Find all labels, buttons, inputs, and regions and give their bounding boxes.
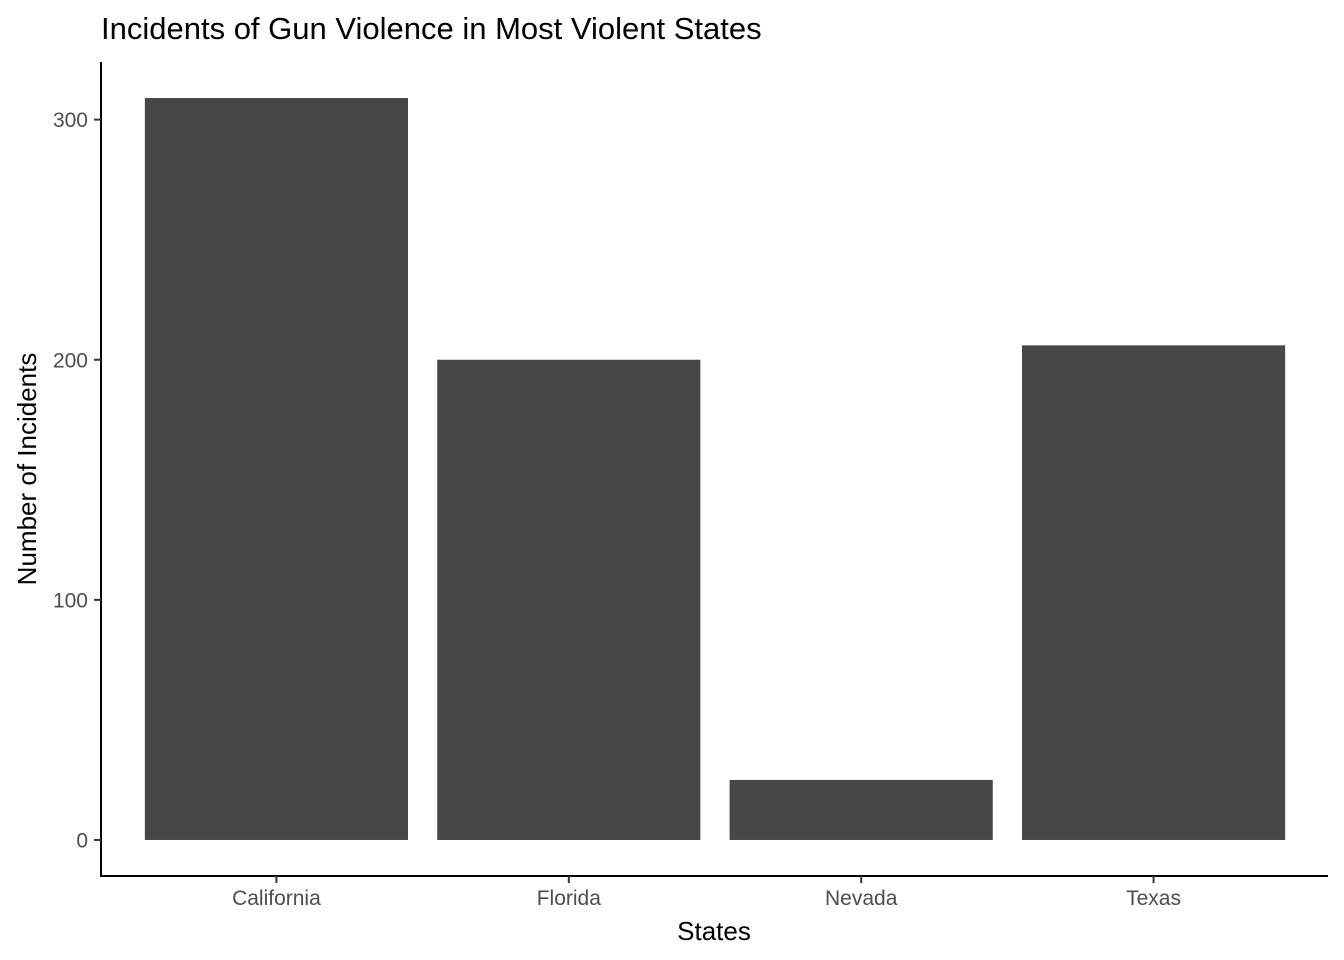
bar-california xyxy=(144,98,409,840)
y-tick-label: 100 xyxy=(53,589,88,612)
x-axis-title: States xyxy=(677,916,751,946)
y-tick-label: 300 xyxy=(53,109,88,132)
bar-florida xyxy=(437,359,701,840)
bars-group xyxy=(144,98,1286,840)
x-tick-label: Nevada xyxy=(825,887,898,910)
x-axis-ticks: California Florida Nevada Texas xyxy=(232,876,1181,910)
y-axis-title: Number of Incidents xyxy=(12,353,42,586)
x-tick-label: California xyxy=(232,887,321,910)
x-tick-label: Texas xyxy=(1126,887,1181,910)
y-tick-label: 0 xyxy=(76,829,88,852)
y-axis-ticks: 0 100 200 300 xyxy=(53,109,101,852)
x-tick-label: Florida xyxy=(537,887,602,910)
y-tick-label: 200 xyxy=(53,349,88,372)
bar-texas xyxy=(1022,345,1286,840)
bar-nevada xyxy=(729,779,993,840)
chart-title: Incidents of Gun Violence in Most Violen… xyxy=(101,11,762,46)
